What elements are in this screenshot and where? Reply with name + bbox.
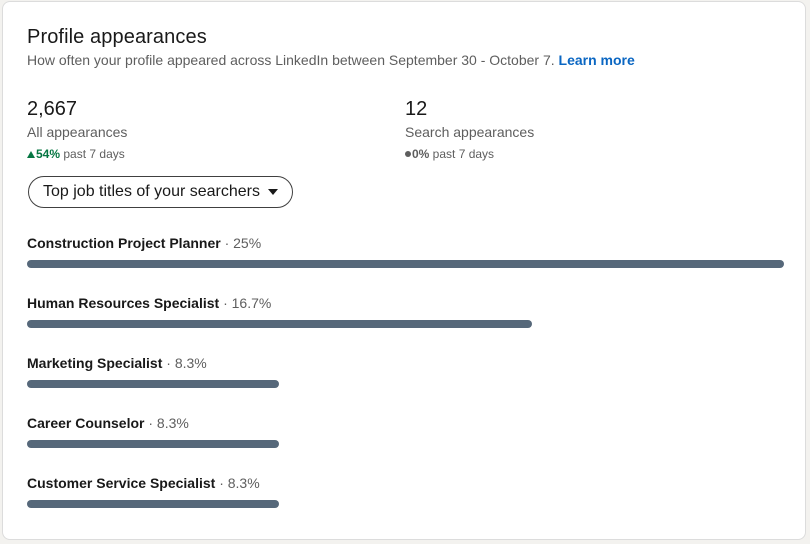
job-title-name: Construction Project Planner bbox=[27, 235, 221, 251]
job-title-percent: · 16.7% bbox=[219, 295, 272, 311]
list-item: Construction Project Planner · 25% bbox=[27, 234, 787, 294]
card-title: Profile appearances bbox=[27, 26, 207, 48]
job-title-bar bbox=[27, 320, 532, 328]
all-appearances-value: 2,667 bbox=[27, 98, 78, 120]
job-title-percent: · 25% bbox=[220, 235, 262, 251]
search-appearances-value: 12 bbox=[405, 98, 428, 120]
trend-neutral-icon bbox=[405, 151, 411, 157]
search-appearances-label: Search appearances bbox=[405, 124, 535, 140]
list-item: Customer Service Specialist · 8.3% bbox=[27, 474, 787, 534]
job-title-name: Marketing Specialist bbox=[27, 355, 163, 371]
job-title-name: Career Counselor bbox=[27, 415, 145, 431]
job-title-percent: · 8.3% bbox=[215, 475, 260, 491]
search-appearances-stat[interactable]: 12 Search appearances 0% past 7 days bbox=[405, 98, 534, 161]
job-title-percent: · 8.3% bbox=[144, 415, 189, 431]
job-title-percent: · 8.3% bbox=[162, 355, 207, 371]
trend-up-icon bbox=[27, 151, 35, 158]
list-item: Marketing Specialist · 8.3% bbox=[27, 354, 787, 414]
job-title-bar bbox=[27, 440, 280, 448]
card-subtitle: How often your profile appeared across L… bbox=[27, 52, 635, 68]
all-change-period: past 7 days bbox=[60, 147, 125, 161]
all-appearances-label: All appearances bbox=[27, 124, 128, 140]
list-item: Human Resources Specialist · 16.7% bbox=[27, 294, 787, 354]
all-change-percent: 54% bbox=[36, 147, 61, 161]
job-title-name: Human Resources Specialist bbox=[27, 295, 220, 311]
job-title-name: Customer Service Specialist bbox=[27, 475, 216, 491]
job-titles-dropdown[interactable]: Top job titles of your searchers bbox=[28, 176, 293, 208]
search-appearances-change: 0% past 7 days bbox=[405, 147, 534, 161]
subtitle-text: How often your profile appeared across L… bbox=[27, 52, 555, 68]
job-title-bar bbox=[27, 380, 280, 388]
search-change-percent: 0% bbox=[412, 147, 430, 161]
all-appearances-stat[interactable]: 2,667 All appearances 54% past 7 days bbox=[27, 98, 127, 161]
learn-more-link[interactable]: Learn more bbox=[558, 52, 635, 68]
search-change-period: past 7 days bbox=[429, 147, 495, 161]
job-title-bar bbox=[27, 500, 280, 508]
list-item: Career Counselor · 8.3% bbox=[27, 414, 787, 474]
caret-down-icon bbox=[268, 189, 278, 195]
job-title-bar bbox=[27, 260, 784, 268]
job-titles-list: Construction Project Planner · 25% Human… bbox=[27, 234, 787, 534]
all-appearances-change: 54% past 7 days bbox=[27, 147, 127, 161]
dropdown-label: Top job titles of your searchers bbox=[43, 183, 260, 200]
